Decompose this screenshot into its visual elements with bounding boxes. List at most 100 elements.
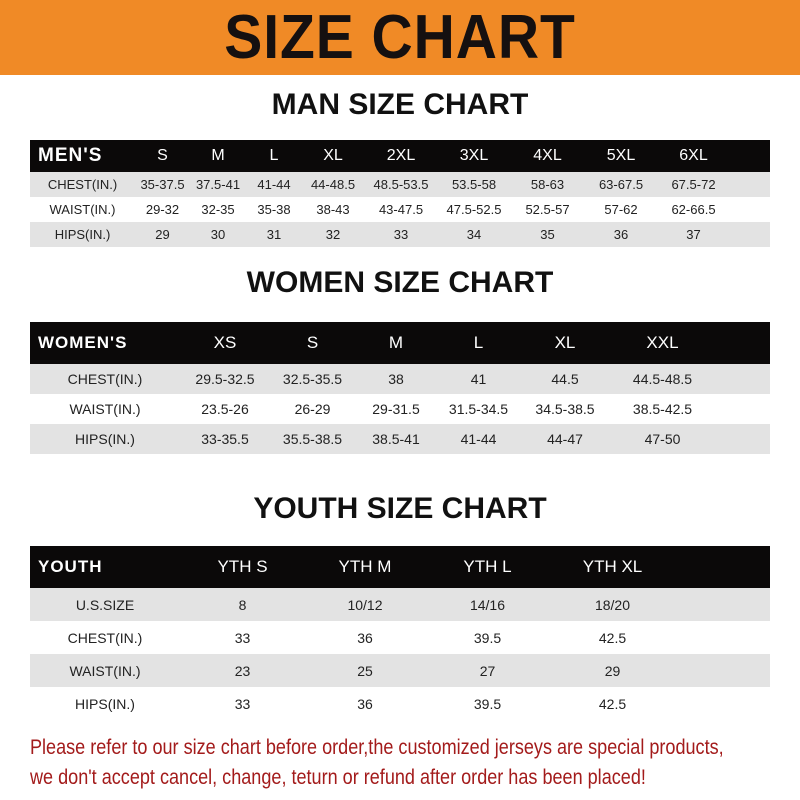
table-row: WAIST(IN.) 29-32 32-35 35-38 38-43 43-47.5 47.…: [30, 197, 770, 222]
measurement-cell: 32: [325, 227, 341, 242]
order-notice-line-2: we don't accept cancel, change, teturn o…: [30, 766, 646, 789]
measurement-cell: 42.5: [598, 695, 627, 712]
banner-title: SIZE CHART: [224, 3, 576, 72]
measurement-cell: 10/12: [347, 596, 383, 613]
table-row: HIPS(IN.) 33 36 39.5 42.5: [30, 687, 770, 720]
size-header: YTH M: [338, 557, 392, 576]
women-header-row: WOMEN'S XS S M L XL XXL: [30, 322, 770, 364]
measurement-cell: 44-47: [547, 431, 583, 447]
row-label: WAIST(IN.): [69, 662, 141, 679]
table-row: CHEST(IN.) 33 36 39.5 42.5: [30, 621, 770, 654]
size-header: M: [388, 333, 404, 352]
size-header: M: [211, 147, 225, 164]
size-header: XL: [323, 147, 343, 164]
measurement-cell: 38-43: [316, 202, 350, 217]
women-section-title: WOMEN SIZE CHART: [246, 266, 554, 299]
table-row: CHEST(IN.) 35-37.5 37.5-41 41-44 44-48.5 48.5…: [30, 172, 770, 197]
measurement-cell: 14/16: [469, 596, 506, 613]
measurement-cell: 44.5: [551, 371, 579, 387]
measurement-cell: 36: [613, 227, 629, 242]
measurement-cell: 33: [234, 695, 251, 712]
measurement-cell: 67.5-72: [671, 177, 716, 192]
youth-size-table: YOUTH YTH S YTH M YTH L YTH XL U.S.SIZE 8 10/12…: [30, 546, 770, 720]
measurement-cell: 26-29: [294, 401, 331, 417]
size-header: L: [269, 147, 279, 164]
measurement-cell: 38: [388, 371, 404, 387]
measurement-cell: 18/20: [594, 596, 631, 613]
size-header: 2XL: [386, 147, 416, 164]
measurement-cell: 31.5-34.5: [448, 401, 509, 417]
measurement-cell: 47.5-52.5: [446, 202, 502, 217]
measurement-cell: 27: [479, 662, 496, 679]
measurement-cell: 35.5-38.5: [282, 431, 343, 447]
measurement-cell: 37: [686, 227, 701, 242]
measurement-cell: 47-50: [644, 431, 681, 447]
row-label: CHEST(IN.): [47, 177, 118, 192]
size-header: L: [473, 333, 484, 352]
table-row: HIPS(IN.) 33-35.5 35.5-38.5 38.5-41 41-44 44-…: [30, 424, 770, 454]
row-label: HIPS(IN.): [75, 431, 135, 447]
measurement-cell: 25: [357, 662, 373, 679]
row-label: CHEST(IN.): [67, 629, 143, 646]
measurement-cell: 58-63: [530, 177, 565, 192]
size-header: XS: [213, 333, 237, 352]
table-row: U.S.SIZE 8 10/12 14/16 18/20: [30, 588, 770, 621]
table-label: YOUTH: [38, 557, 103, 576]
measurement-cell: 29-31.5: [372, 401, 420, 417]
table-label: WOMEN'S: [38, 333, 128, 352]
measurement-cell: 41-44: [460, 431, 497, 447]
measurement-cell: 38.5-42.5: [632, 401, 693, 417]
measurement-cell: 52.5-57: [525, 202, 570, 217]
measurement-cell: 37.5-41: [195, 177, 241, 192]
table-row: WAIST(IN.) 23.5-26 26-29 29-31.5 31.5-34.5 34…: [30, 394, 770, 424]
measurement-cell: 23: [234, 662, 251, 679]
measurement-cell: 43-47.5: [378, 202, 424, 217]
measurement-cell: 36: [357, 629, 373, 646]
row-label: U.S.SIZE: [75, 596, 135, 613]
measurement-cell: 48.5-53.5: [373, 177, 429, 192]
size-header: S: [306, 333, 319, 352]
measurement-cell: 30: [210, 227, 226, 242]
measurement-cell: 35-37.5: [140, 177, 185, 192]
measurement-cell: 31: [266, 227, 282, 242]
men-header-row: MEN'S S M L XL 2XL 3XL 4XL 5XL 6XL: [30, 140, 770, 172]
size-header: YTH S: [217, 557, 268, 576]
measurement-cell: 8: [238, 596, 247, 613]
men-size-table: MEN'S S M L XL 2XL 3XL 4XL 5XL 6XL CHEST(IN.) 35-37…: [30, 140, 770, 247]
measurement-cell: 63-67.5: [598, 177, 644, 192]
table-row: CHEST(IN.) 29.5-32.5 32.5-35.5 38 41 44.5 44.5…: [30, 364, 770, 394]
size-header: XL: [554, 333, 576, 352]
measurement-cell: 33-35.5: [201, 431, 249, 447]
measurement-cell: 33: [393, 227, 409, 242]
measurement-cell: 29-32: [145, 202, 180, 217]
measurement-cell: 53.5-58: [451, 177, 497, 192]
row-label: HIPS(IN.): [54, 227, 111, 242]
size-header: 5XL: [606, 147, 636, 164]
measurement-cell: 29.5-32.5: [195, 371, 255, 387]
table-row: WAIST(IN.) 23 25 27 29: [30, 654, 770, 687]
measurement-cell: 44.5-48.5: [632, 371, 693, 387]
measurement-cell: 44-48.5: [310, 177, 356, 192]
women-size-table: WOMEN'S XS S M L XL XXL CHEST(IN.) 29.5-32.5 32.5…: [30, 322, 770, 454]
row-label: WAIST(IN.): [49, 202, 116, 217]
order-notice: Please refer to our size chart before or…: [30, 733, 795, 793]
size-header: 6XL: [679, 147, 708, 164]
measurement-cell: 34.5-38.5: [535, 401, 595, 417]
measurement-cell: 38.5-41: [372, 431, 420, 447]
size-header: YTH XL: [582, 557, 643, 576]
measurement-cell: 29: [604, 662, 621, 679]
size-header: S: [157, 147, 168, 164]
row-label: HIPS(IN.): [75, 695, 135, 712]
measurement-cell: 29: [155, 227, 170, 242]
measurement-cell: 36: [357, 695, 373, 712]
measurement-cell: 32-35: [201, 202, 235, 217]
table-row: HIPS(IN.) 29 30 31 32 33 34 35 36 37: [30, 222, 770, 247]
measurement-cell: 35-38: [257, 202, 291, 217]
men-section-title: MAN SIZE CHART: [271, 88, 529, 121]
measurement-cell: 23.5-26: [201, 401, 249, 417]
size-header: 4XL: [533, 147, 562, 164]
youth-header-row: YOUTH YTH S YTH M YTH L YTH XL: [30, 546, 770, 588]
measurement-cell: 42.5: [598, 629, 627, 646]
measurement-cell: 57-62: [604, 202, 638, 217]
size-header: 3XL: [459, 147, 489, 164]
